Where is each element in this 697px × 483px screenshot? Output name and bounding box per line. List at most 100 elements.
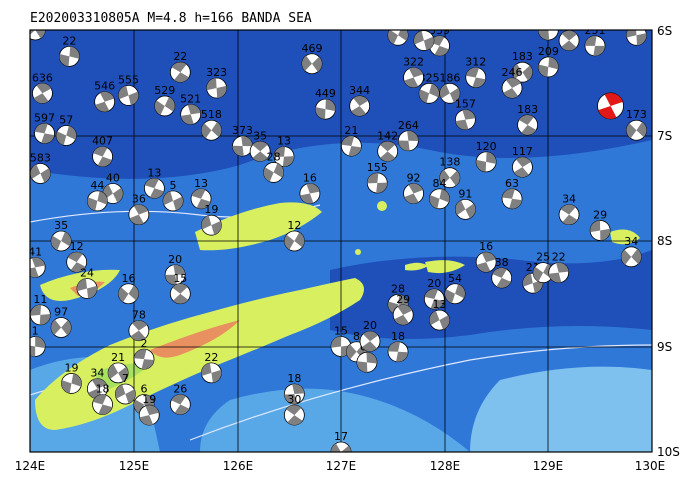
shelf-timor-sea bbox=[200, 388, 470, 452]
depth-label: 21 bbox=[344, 124, 358, 137]
focal-mechanism: 22 bbox=[201, 351, 222, 384]
depth-label: 12 bbox=[287, 219, 301, 232]
focal-mechanism: 155 bbox=[367, 161, 388, 194]
depth-label: 22 bbox=[204, 351, 218, 364]
focal-mechanism: 13 bbox=[190, 177, 212, 210]
focal-mechanism: 142 bbox=[377, 129, 398, 162]
focal-mechanism: 63 bbox=[501, 177, 523, 210]
focal-mechanism: 15 bbox=[330, 325, 352, 357]
depth-label: 44 bbox=[90, 179, 104, 192]
focal-mechanism: 518 bbox=[201, 108, 222, 141]
depth-label: 117 bbox=[512, 145, 533, 158]
focal-mechanism: 19 bbox=[138, 393, 160, 426]
depth-label: 30 bbox=[287, 393, 301, 406]
x-tick-label: 124E bbox=[15, 459, 46, 473]
depth-label: 36 bbox=[132, 193, 146, 206]
focal-mechanism: 11 bbox=[30, 293, 51, 326]
focal-mechanism: 12 bbox=[283, 219, 305, 252]
focal-mechanism: 157 bbox=[455, 98, 476, 131]
focal-mechanism: 264 bbox=[398, 119, 419, 152]
focal-mechanism: 251 bbox=[584, 24, 605, 57]
focal-mechanism: 48 bbox=[30, 30, 46, 41]
focal-mechanism: 18 bbox=[92, 383, 113, 415]
focal-mechanism: 583 bbox=[30, 151, 51, 184]
depth-label: 209 bbox=[538, 45, 559, 58]
depth-label: 92 bbox=[407, 172, 421, 185]
focal-mechanism: 21 bbox=[340, 124, 362, 157]
focal-mechanism: 57 bbox=[55, 114, 77, 146]
depth-label: 17 bbox=[334, 430, 348, 443]
focal-mechanism: 38 bbox=[491, 256, 513, 289]
focal-mechanism: 13 bbox=[143, 166, 165, 199]
focal-mechanism: 120 bbox=[476, 140, 497, 173]
depth-label: 449 bbox=[315, 87, 336, 100]
depth-label: 20 bbox=[363, 319, 377, 332]
focal-mechanism: 339 bbox=[429, 30, 450, 57]
depth-label: 19 bbox=[204, 203, 218, 216]
focal-mechanism: 97 bbox=[50, 306, 72, 338]
event-title: E202003310805A M=4.8 h=166 BANDA SEA bbox=[30, 11, 312, 26]
focal-mechanism: 30 bbox=[283, 393, 305, 426]
depth-label: 142 bbox=[377, 129, 398, 142]
depth-label: 173 bbox=[626, 108, 647, 121]
depth-label: 35 bbox=[54, 219, 68, 232]
depth-label: 155 bbox=[367, 161, 388, 174]
depth-label: 636 bbox=[32, 71, 53, 84]
depth-label: 12 bbox=[70, 240, 84, 253]
depth-label: 28 bbox=[267, 150, 281, 163]
focal-mechanism: 209 bbox=[538, 45, 559, 78]
depth-label: 22 bbox=[552, 251, 566, 264]
depth-label: 246 bbox=[502, 66, 523, 79]
depth-label: 15 bbox=[173, 272, 187, 285]
focal-mechanism: 34 bbox=[558, 193, 580, 226]
depth-label: 5 bbox=[170, 179, 177, 192]
x-axis-labels: 124E 125E 126E 127E 128E 129E 130E bbox=[15, 459, 666, 473]
focal-mechanism: 373 bbox=[232, 124, 253, 157]
focal-mechanism: 407 bbox=[92, 135, 113, 168]
focal-mechanism: 323 bbox=[206, 66, 227, 99]
focal-mechanism: 31 bbox=[537, 30, 559, 41]
depth-label: 16 bbox=[303, 172, 317, 185]
depth-label: 22 bbox=[173, 50, 187, 63]
focal-mechanism: 20 bbox=[359, 319, 381, 352]
focal-mechanism: 597 bbox=[34, 111, 55, 144]
wetar-island bbox=[195, 202, 322, 251]
focal-mechanism: 469 bbox=[301, 42, 322, 75]
target-event-mechanism bbox=[597, 92, 624, 120]
y-tick-label: 7S bbox=[657, 129, 672, 143]
depth-label: 323 bbox=[206, 66, 227, 79]
depth-label: 13 bbox=[277, 135, 291, 148]
focal-mechanism: 34 bbox=[86, 367, 108, 400]
depth-label: 138 bbox=[439, 156, 460, 169]
depth-label: 29 bbox=[396, 293, 410, 306]
focal-mechanism: 54 bbox=[444, 272, 466, 305]
focal-mechanism: 247 bbox=[626, 30, 647, 46]
focal-mechanism: 183 bbox=[512, 50, 533, 83]
depth-label: 518 bbox=[201, 108, 222, 121]
focal-mechanism: 13 bbox=[273, 135, 295, 168]
depth-label: 11 bbox=[33, 293, 47, 306]
focal-mechanism: 7 bbox=[114, 372, 136, 405]
depth-label: 34 bbox=[90, 367, 104, 380]
focal-mechanism: 332 bbox=[413, 30, 434, 51]
focal-mechanism: 2 bbox=[133, 337, 155, 370]
depth-label: 16 bbox=[121, 272, 135, 285]
depth-label: 38 bbox=[495, 256, 509, 269]
depth-label: 251 bbox=[584, 24, 605, 37]
focal-mechanism: 22 bbox=[58, 34, 80, 67]
small-island bbox=[355, 249, 361, 255]
depth-label: 157 bbox=[455, 98, 476, 111]
depth-label: 469 bbox=[301, 42, 322, 55]
focal-mechanism: 13 bbox=[429, 298, 450, 331]
focal-mechanism: 312 bbox=[465, 55, 486, 88]
focal-mechanism: 22 bbox=[169, 50, 191, 83]
focal-mechanism: 288 bbox=[559, 30, 580, 51]
depth-label: 63 bbox=[505, 177, 519, 190]
depth-label: 546 bbox=[94, 80, 115, 93]
focal-mechanism: 555 bbox=[118, 73, 139, 106]
depth-label: 19 bbox=[64, 361, 78, 374]
focal-mechanism: 117 bbox=[512, 145, 533, 178]
depth-label: 312 bbox=[465, 55, 486, 68]
focal-mechanism: 16 bbox=[475, 240, 497, 273]
